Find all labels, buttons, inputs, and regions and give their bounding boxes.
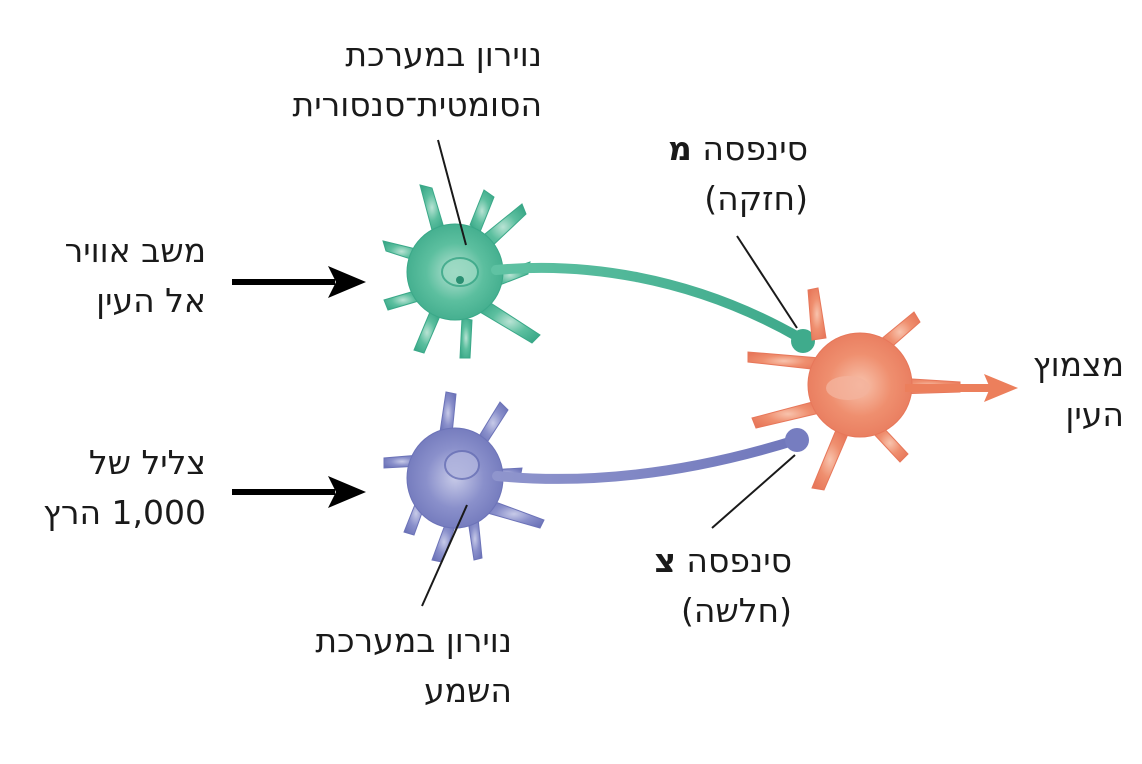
somatosensory-neuron [382, 184, 815, 359]
auditory-axon [492, 435, 801, 484]
auditory-neuron-pointer [421, 504, 468, 607]
motor-neuron-nucleus [826, 376, 870, 400]
synapse-tz-label: סינפסה צ (חלשה) [654, 536, 792, 636]
synapse-tz-terminal [785, 428, 809, 452]
air-puff-arrow [232, 266, 366, 298]
somatosensory-neuron-label-line2: הסומטית־סנסורית [292, 85, 542, 124]
somatosensory-neuron-label-line1: נוירון במערכת [345, 35, 542, 74]
synapse-tz-prefix: סינפסה [686, 541, 792, 580]
synapse-m-title: סינפסה מ [668, 124, 808, 174]
synapse-m-note: (חזקה) [704, 179, 808, 218]
somatosensory-neuron-nucleus [441, 257, 479, 287]
synapse-m-prefix: סינפסה [702, 129, 808, 168]
eye-blink-label-line1: מצמוץ [1032, 345, 1124, 384]
tone-label: צליל של 1,000 הרץ [43, 438, 206, 538]
synapse-m-pointer [736, 235, 798, 329]
auditory-neuron-label-line1: נוירון במערכת [315, 621, 512, 660]
auditory-neuron-label: נוירון במערכת השמע [315, 616, 512, 716]
synapse-m-terminal [791, 329, 815, 353]
synapse-m-letter: מ [668, 129, 692, 168]
auditory-neuron-nucleus [444, 450, 480, 480]
synapse-m-label: סינפסה מ (חזקה) [668, 124, 808, 224]
synapse-tz-pointer [711, 454, 796, 529]
motor-neuron [747, 287, 1018, 491]
eye-blink-label: מצמוץ העין [1033, 340, 1124, 440]
tone-label-line2: 1,000 הרץ [43, 493, 206, 532]
synapse-tz-letter: צ [654, 541, 676, 580]
somatosensory-axon [491, 262, 805, 343]
auditory-neuron-label-line2: השמע [423, 671, 512, 710]
air-puff-label-line2: אל העין [96, 281, 206, 320]
tone-arrow [232, 476, 366, 508]
air-puff-label-line1: משב אוויר [64, 231, 206, 270]
tone-label-line1: צליל של [88, 443, 206, 482]
eye-blink-label-line2: העין [1065, 395, 1124, 434]
synapse-tz-note: (חלשה) [680, 591, 792, 630]
auditory-neuron [383, 391, 809, 563]
somatosensory-neuron-label: נוירון במערכת הסומטית־סנסורית [293, 30, 542, 130]
air-puff-label: משב אוויר אל העין [65, 226, 206, 326]
eye-blink-arrow [905, 374, 1018, 402]
synapse-tz-title: סינפסה צ [654, 536, 792, 586]
somato-neuron-pointer [437, 139, 467, 246]
